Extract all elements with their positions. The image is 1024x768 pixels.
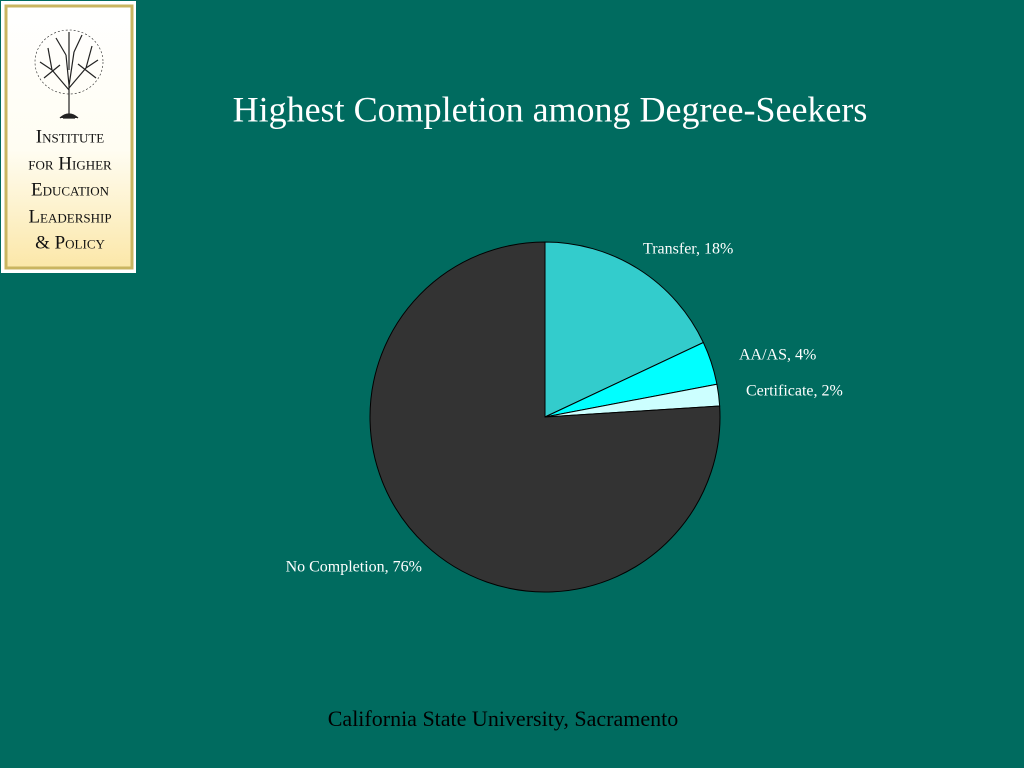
logo-line: Leadership <box>28 206 111 227</box>
logo-line: for Higher <box>28 153 112 174</box>
pie-slice <box>369 241 721 593</box>
logo-line: & Policy <box>35 232 105 253</box>
logo-line: Education <box>31 179 110 200</box>
footer: California State University, Sacramento <box>328 706 678 731</box>
logo: Institute for Higher Education Leadershi… <box>1 1 136 273</box>
slice-label: Certificate, 2% <box>746 383 843 400</box>
slice-label: AA/AS, 4% <box>739 347 816 364</box>
tree-icon <box>34 29 104 119</box>
pie-slice <box>544 241 705 418</box>
logo-line: Institute <box>36 126 104 147</box>
slice-label: Transfer, 18% <box>643 241 733 258</box>
chart-title: Highest Completion among Degree-Seekers <box>233 89 868 129</box>
slice-label: No Completion, 76% <box>286 559 422 576</box>
